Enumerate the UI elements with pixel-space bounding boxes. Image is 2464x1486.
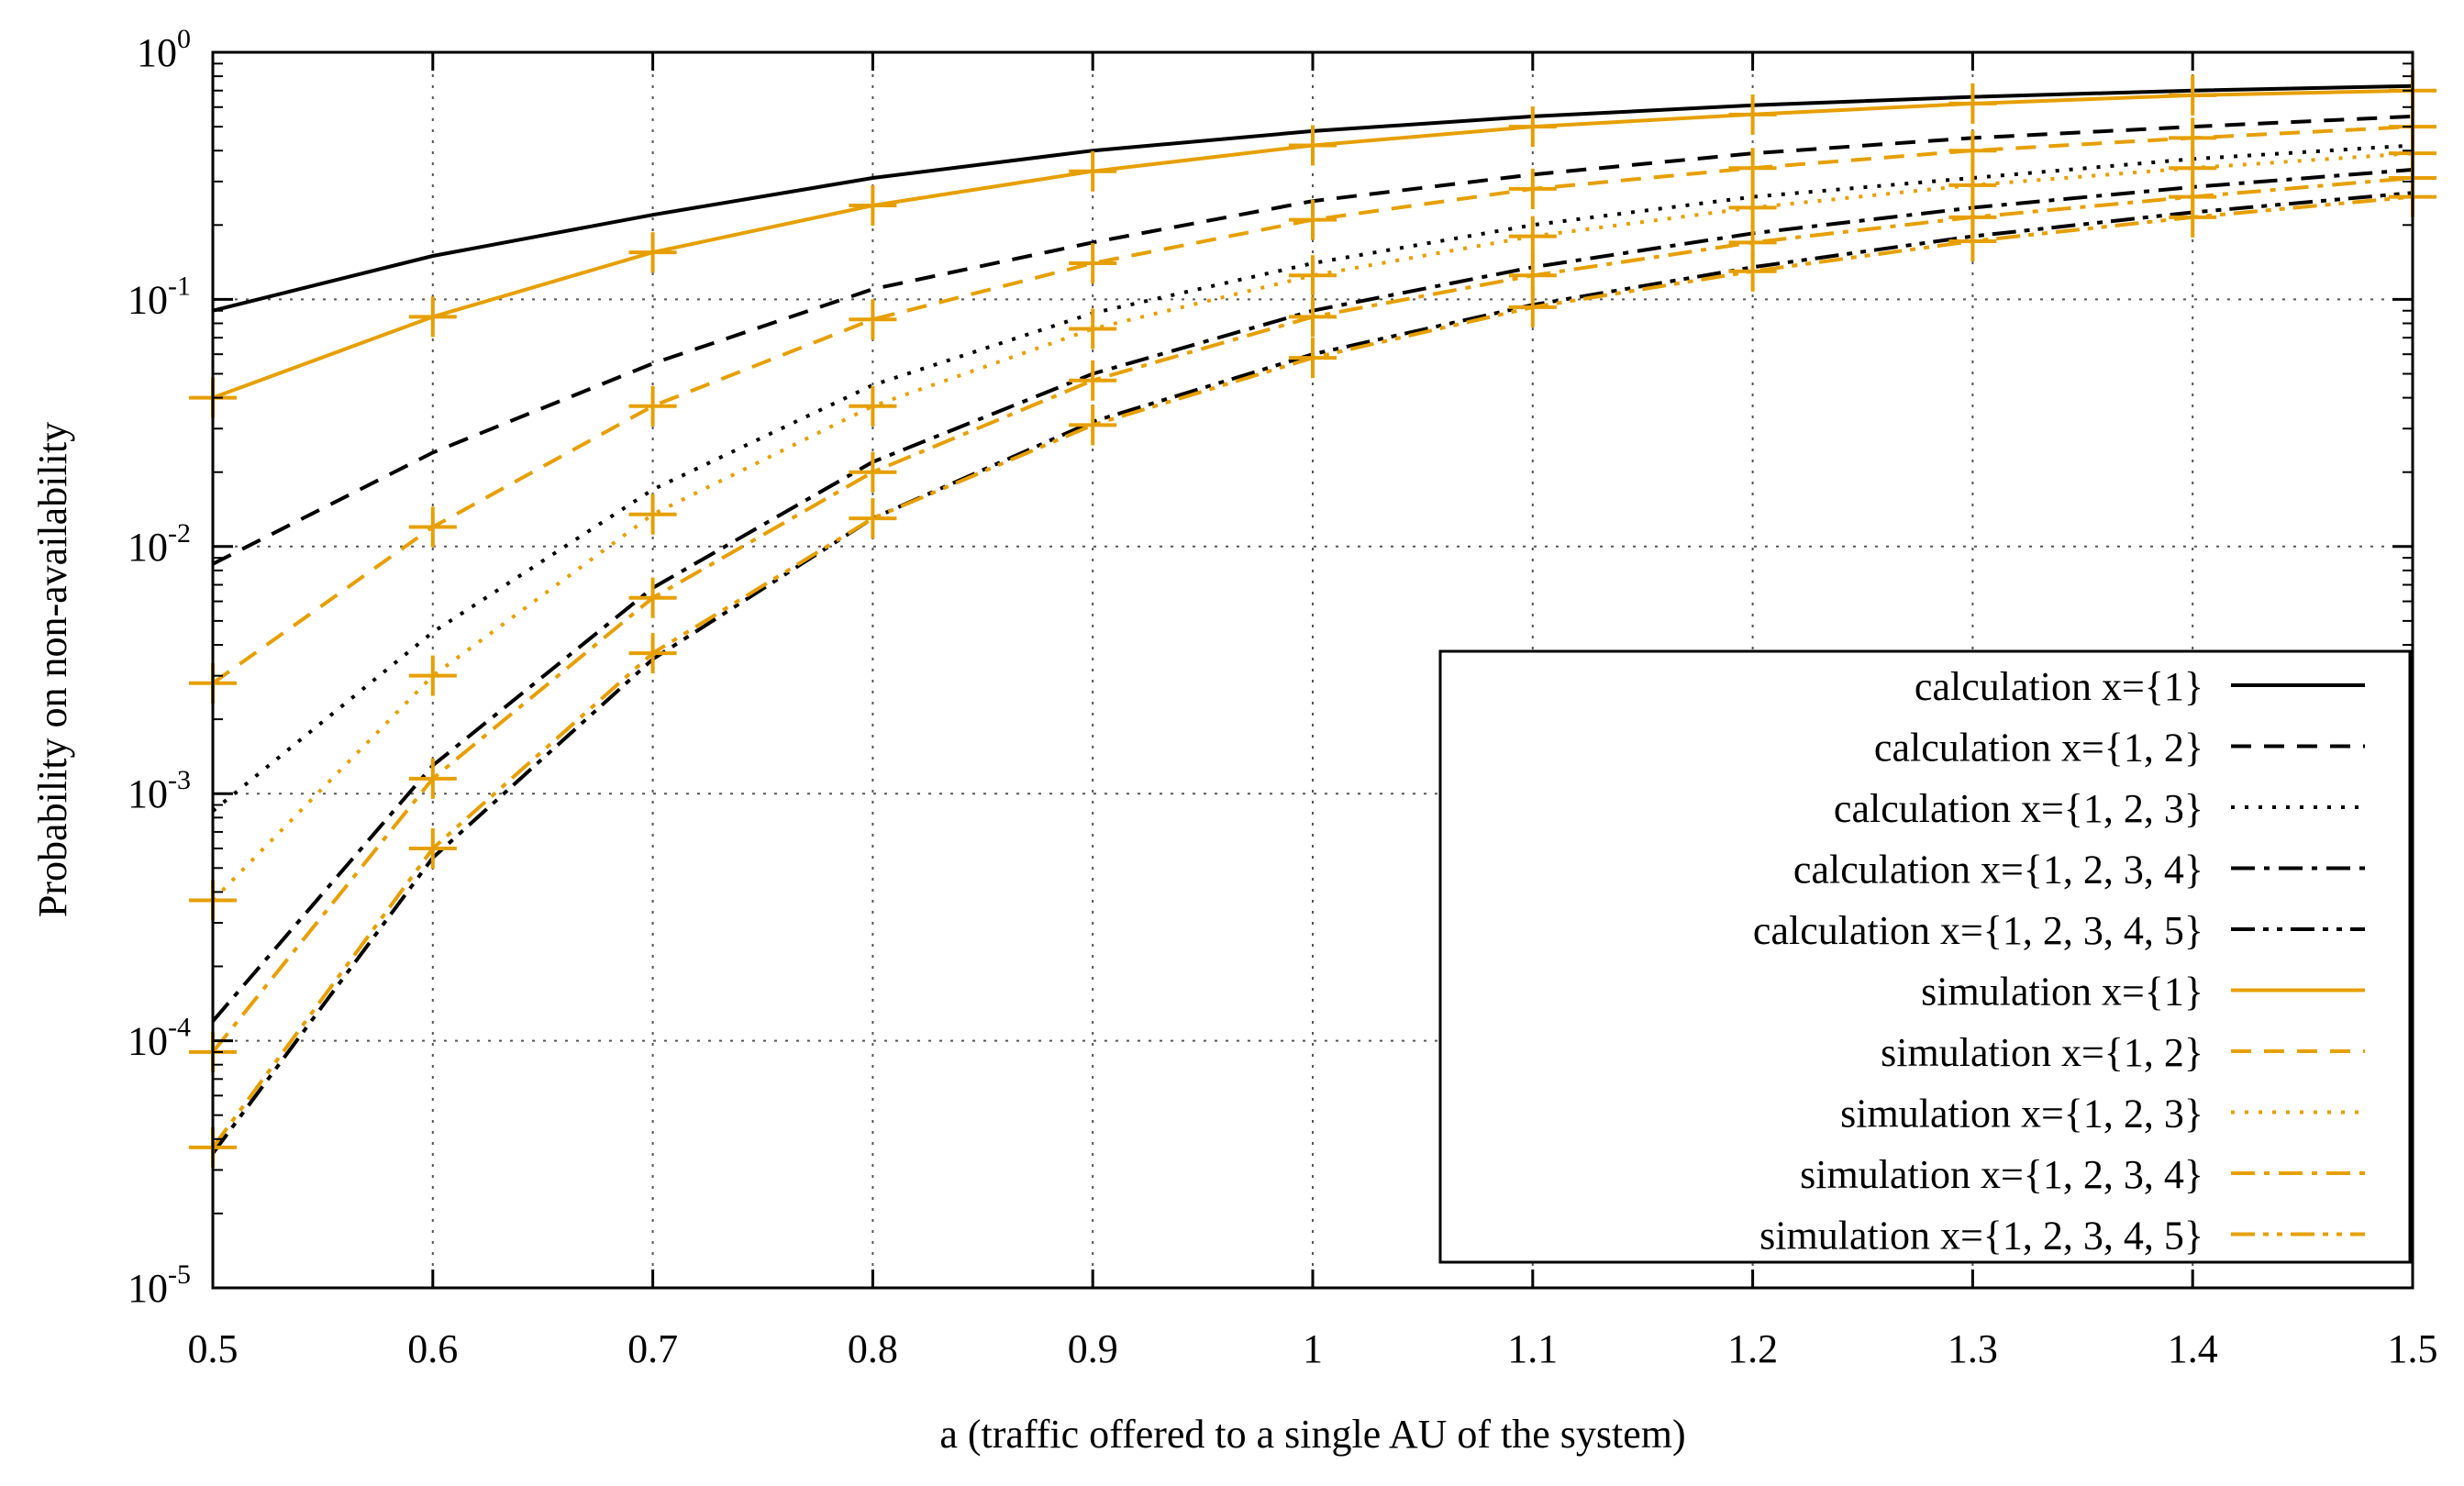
x-tick-labels: 0.5 0.6 0.7 0.8 0.9 1 1.1 1.2 1.3 1.4 1.5 [188,1326,2438,1371]
series-layer [189,70,2436,1168]
y-tick-label: 100 [137,24,191,75]
data-point [408,758,457,799]
x-tick-label: 1.4 [2168,1326,2218,1371]
y-tick-label: 10-3 [128,765,191,816]
x-tick-label: 1.1 [1507,1326,1558,1371]
legend-label: calculation x={1, 2, 3, 4} [1793,848,2203,893]
x-tick-label: 0.8 [848,1326,898,1371]
data-point [628,633,677,674]
data-point [1508,168,1557,209]
x-tick-label: 0.7 [627,1326,678,1371]
data-point [1948,83,1997,124]
legend-label: simulation x={1, 2} [1881,1030,2203,1075]
y-tick-label: 10-2 [128,518,191,570]
data-point [408,296,457,338]
x-tick-label: 1.3 [1948,1326,1998,1371]
data-point [1069,405,1117,446]
data-point [1289,199,1337,240]
legend: calculation x={1} calculation x={1, 2} cal… [1438,649,2412,1264]
data-point [2169,196,2217,238]
data-point [1728,187,1777,228]
data-point [1289,296,1337,338]
data-point [849,451,897,493]
data-point [1069,308,1117,349]
data-point [628,577,677,618]
data-point [849,498,897,539]
data-point [1728,250,1777,292]
data-point [1508,216,1557,257]
legend-label: simulation x={1, 2, 3} [1840,1092,2203,1137]
data-point [408,506,457,548]
y-axis-label: Probability on non-availability [30,422,75,917]
data-point [1728,94,1777,135]
data-point [2169,74,2217,116]
data-point [408,655,457,696]
data-point [1508,286,1557,327]
series-simulation [189,133,2436,921]
data-point [408,827,457,869]
data-point [849,385,897,427]
y-tick-label: 10-5 [128,1259,191,1311]
data-point [628,385,677,427]
series-line [211,151,2414,902]
x-axis-label: a (traffic offered to a single AU of the… [939,1412,1685,1457]
data-point [1948,220,1997,261]
x-tick-label: 1.2 [1727,1326,1778,1371]
legend-label: calculation x={1, 2, 3} [1834,786,2203,831]
legend-box [1438,649,2412,1264]
x-tick-label: 0.9 [1068,1326,1118,1371]
data-point [1508,106,1557,148]
x-tick-label: 0.6 [407,1326,458,1371]
data-point [849,184,897,226]
x-tick-label: 1.5 [2388,1326,2438,1371]
data-point [1289,338,1337,379]
x-tick-label: 0.5 [188,1326,239,1371]
data-point [1069,150,1117,192]
legend-label: simulation x={1} [1921,970,2203,1015]
data-point [1728,148,1777,189]
data-point [1069,243,1117,284]
data-point [628,493,677,535]
y-tick-label: 10-4 [128,1013,191,1064]
x-tick-label: 1 [1303,1326,1323,1371]
data-point [1069,360,1117,401]
legend-label: simulation x={1, 2, 3, 4, 5} [1759,1214,2203,1259]
y-tick-labels: 100 10-1 10-2 10-3 10-4 10-5 [128,24,191,1311]
legend-label: calculation x={1} [1915,664,2203,709]
data-point [1289,255,1337,296]
legend-label: simulation x={1, 2, 3, 4} [1800,1152,2203,1197]
series-simulation [189,70,2436,418]
data-point [849,299,897,340]
data-point [1948,130,1997,172]
y-tick-label: 10-1 [128,271,191,322]
data-point [628,232,677,273]
legend-label: calculation x={1, 2} [1874,726,2203,771]
legend-label: calculation x={1, 2, 3, 4, 5} [1753,908,2203,953]
data-point [1289,125,1337,166]
